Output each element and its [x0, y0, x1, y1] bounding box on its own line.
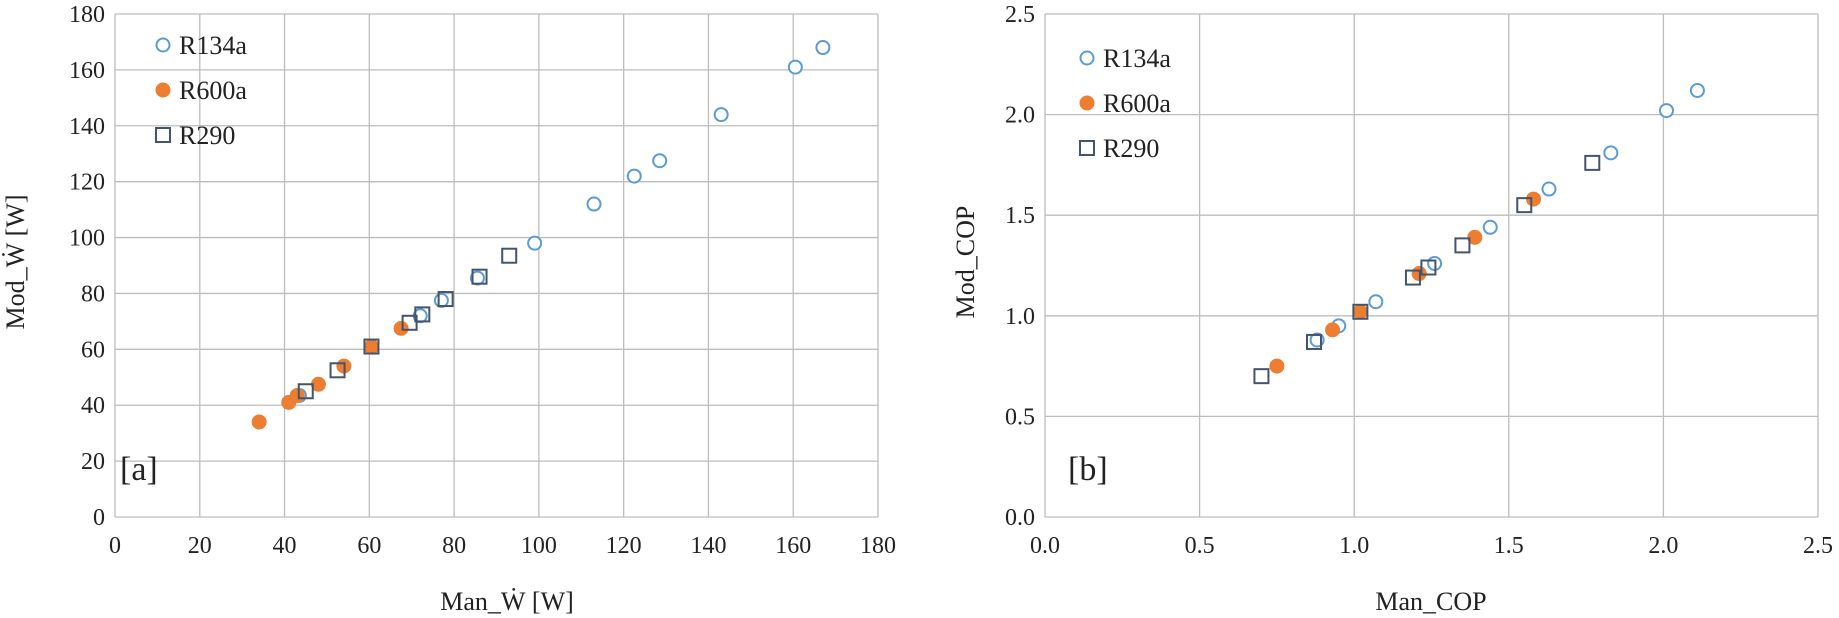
- y-tick-label: 80: [81, 281, 105, 307]
- legend-marker-r290: [1079, 140, 1095, 156]
- legend-marker-r290: [155, 127, 171, 143]
- x-tick-label: 1.5: [1494, 533, 1524, 559]
- data-point-r134a: [433, 292, 449, 308]
- data-point-r290: [1253, 368, 1270, 385]
- data-point-r134a: [652, 153, 668, 169]
- x-tick-label: 0: [109, 533, 121, 559]
- data-point-r290: [1420, 259, 1437, 276]
- data-point-r290: [401, 314, 418, 331]
- y-tick-label: 180: [69, 2, 105, 28]
- y-tick-label: 60: [81, 337, 105, 363]
- chart-panel-b: 0.0 0.5 1.0 1.5 2.0 2.5 0.0 0.5 1.0 1.5 2.0 2.5 R13…: [951, 2, 1833, 616]
- x-tick-label: 20: [188, 533, 212, 559]
- x-tick-label: 140: [690, 533, 726, 559]
- legend-marker-r600a: [1079, 95, 1095, 111]
- y-tick-label: 100: [69, 226, 105, 252]
- data-point-r134a: [527, 235, 543, 251]
- data-point-r134a: [1368, 294, 1384, 310]
- data-point-r600a: [363, 339, 379, 355]
- data-point-r290: [471, 268, 488, 285]
- x-axis-title: Man_Ẇ [W]: [440, 587, 574, 616]
- tick-labels-b: 0.0 0.5 1.0 1.5 2.0 2.5 0.0 0.5 1.0 1.5 2.0 2.5: [1005, 2, 1833, 559]
- tick-labels-a: 0 20 40 60 80 100 120 140 160 180 0 20 40 60 80 100 120 1…: [69, 2, 896, 559]
- legend-label-r134a: R134a: [179, 31, 247, 60]
- legend-a: R134a R600a R290: [155, 31, 247, 150]
- data-point-r134a: [1689, 82, 1705, 98]
- x-tick-label: 160: [775, 533, 811, 559]
- data-point-r290: [501, 247, 518, 264]
- x-axis-title: Man_COP: [1375, 587, 1486, 616]
- data-point-r134a: [626, 168, 642, 184]
- data-point-r600a: [251, 414, 267, 430]
- data-point-r290: [1454, 237, 1471, 254]
- y-tick-label: 120: [69, 170, 105, 196]
- data-point-r134a: [586, 196, 602, 212]
- data-point-r134a: [1541, 181, 1557, 197]
- y-tick-label: 1.0: [1005, 304, 1035, 330]
- legend-marker-r134a: [155, 37, 171, 53]
- x-tick-label: 40: [273, 533, 297, 559]
- data-point-r290: [329, 362, 346, 379]
- data-point-r134a: [1658, 103, 1674, 119]
- legend-label-r600a: R600a: [1103, 89, 1171, 118]
- x-tick-label: 0.5: [1185, 533, 1215, 559]
- grid-a: [114, 13, 879, 518]
- data-point-r134a: [1482, 219, 1498, 235]
- y-axis-title: Mod_COP: [951, 206, 980, 319]
- data-point-r290: [297, 383, 314, 400]
- data-point-r134a: [815, 40, 831, 56]
- legend-marker-r134a: [1079, 50, 1095, 66]
- data-point-r600a: [1352, 304, 1368, 320]
- panel-label: [b]: [1068, 451, 1108, 488]
- y-tick-label: 0: [93, 505, 105, 531]
- y-tick-label: 1.5: [1005, 203, 1035, 229]
- y-tick-label: 0.0: [1005, 505, 1035, 531]
- data-point-r600a: [1269, 358, 1285, 374]
- data-point-r600a: [289, 387, 305, 403]
- y-tick-label: 160: [69, 58, 105, 84]
- x-tick-label: 80: [442, 533, 466, 559]
- data-point-r600a: [393, 320, 409, 336]
- x-tick-label: 100: [521, 533, 557, 559]
- data-point-r134a: [787, 59, 803, 75]
- data-point-r290: [363, 338, 380, 355]
- x-tick-label: 1.0: [1339, 533, 1369, 559]
- x-tick-label: 120: [606, 533, 642, 559]
- x-tick-label: 0.0: [1030, 533, 1060, 559]
- panel-label: [a]: [120, 451, 158, 488]
- grid-b: [1044, 13, 1819, 518]
- data-point-r134a: [713, 107, 729, 123]
- data-point-r290: [414, 306, 431, 323]
- data-point-r600a: [1325, 322, 1341, 338]
- data-points-b: [1253, 82, 1705, 385]
- x-tick-label: 180: [860, 533, 896, 559]
- data-point-r290: [1516, 197, 1533, 214]
- y-tick-label: 0.5: [1005, 404, 1035, 430]
- legend-b: R134a R600a R290: [1079, 44, 1171, 163]
- y-tick-label: 40: [81, 393, 105, 419]
- data-point-r134a: [1603, 145, 1619, 161]
- legend-label-r290: R290: [1103, 134, 1159, 163]
- x-tick-label: 60: [357, 533, 381, 559]
- data-point-r600a: [1467, 229, 1483, 245]
- y-axis-title: Mod_Ẇ [W]: [1, 194, 30, 329]
- legend-label-r134a: R134a: [1103, 44, 1171, 73]
- data-point-r290: [1306, 333, 1323, 350]
- x-tick-label: 2.0: [1648, 533, 1678, 559]
- y-tick-label: 20: [81, 449, 105, 475]
- y-tick-label: 2.0: [1005, 103, 1035, 129]
- legend-label-r290: R290: [179, 121, 235, 150]
- y-tick-label: 2.5: [1005, 2, 1035, 28]
- data-point-r290: [1584, 154, 1601, 171]
- data-point-r290: [1352, 303, 1369, 320]
- data-points-a: [251, 40, 831, 430]
- chart-panel-a: 0 20 40 60 80 100 120 140 160 180 0 20 40 60 80 100 120 1…: [1, 2, 896, 616]
- y-tick-label: 140: [69, 114, 105, 140]
- x-tick-label: 2.5: [1803, 533, 1833, 559]
- data-point-r290: [437, 291, 454, 308]
- legend-marker-r600a: [155, 82, 171, 98]
- legend-label-r600a: R600a: [179, 76, 247, 105]
- data-point-r290: [1404, 269, 1421, 286]
